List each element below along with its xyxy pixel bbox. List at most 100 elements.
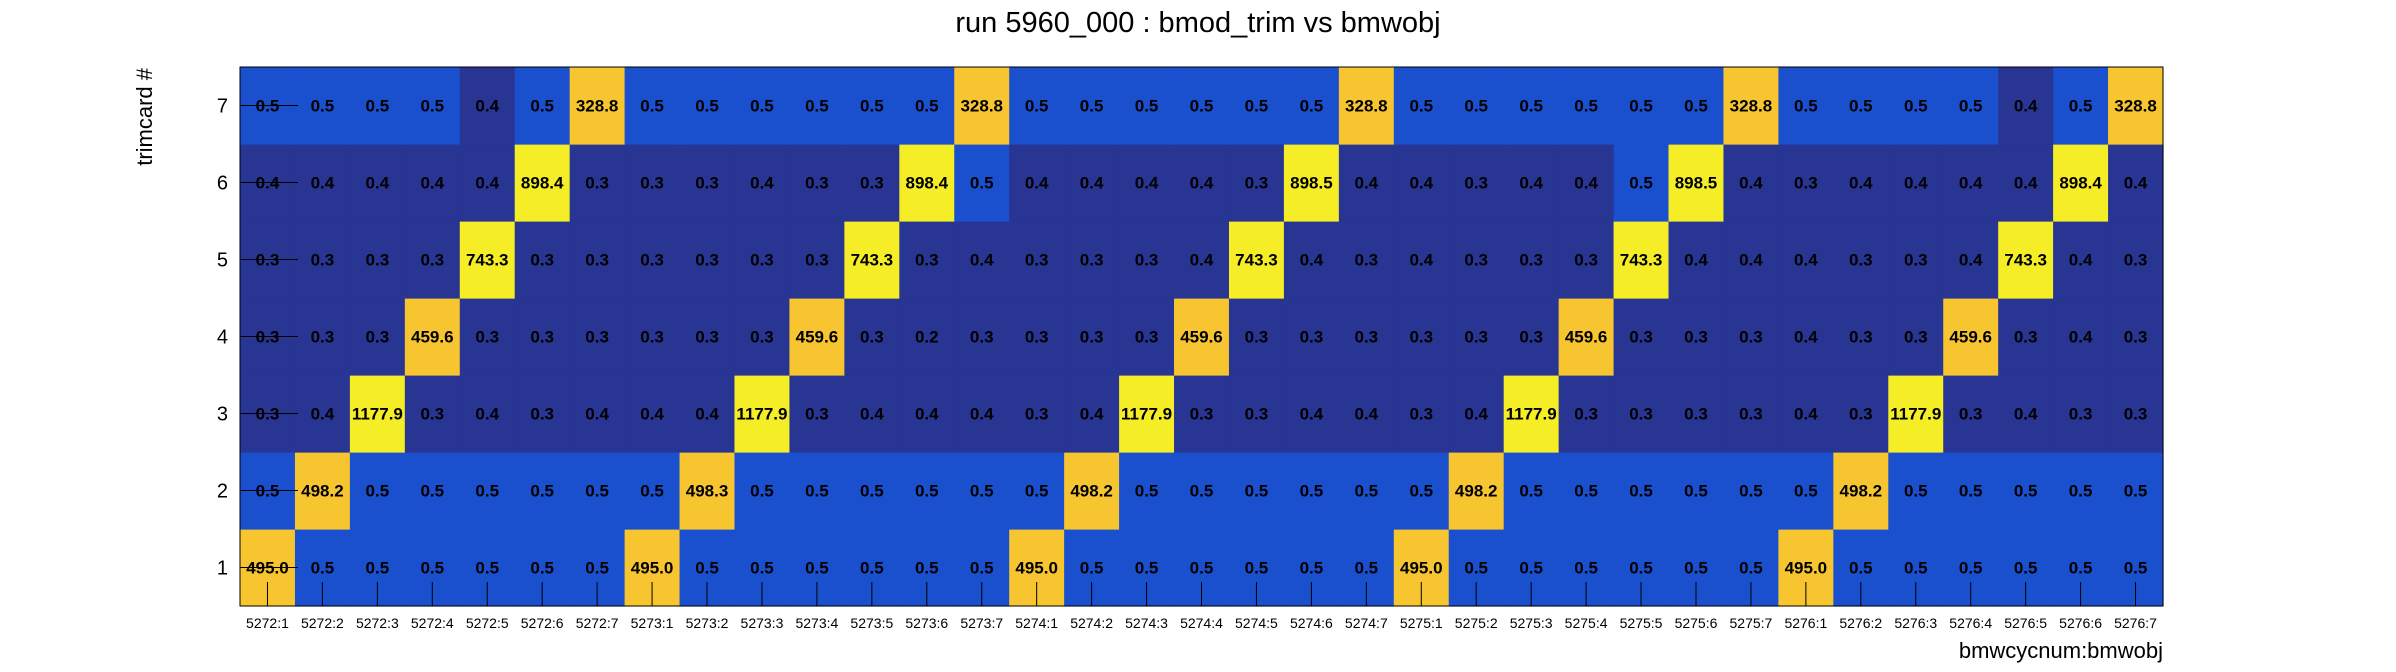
cell-value-label: 0.5 xyxy=(1684,559,1708,578)
heatmap-cell xyxy=(1174,298,1230,376)
x-axis-title: bmwcycnum:bmwobj xyxy=(1959,638,2163,663)
cell-value-label: 0.5 xyxy=(420,482,444,501)
x-tick-label: 5276:4 xyxy=(1949,615,1992,631)
cell-value-label: 459.6 xyxy=(1949,328,1992,347)
heatmap-cell xyxy=(1503,375,1560,453)
y-tick-label: 2 xyxy=(217,481,228,503)
cell-value-label: 0.3 xyxy=(1135,251,1159,270)
cell-value-label: 0.5 xyxy=(530,482,554,501)
heatmap-cell xyxy=(1064,298,1120,376)
heatmap-cell xyxy=(514,298,571,376)
cell-value-label: 0.5 xyxy=(1409,97,1433,116)
cell-value-label: 0.3 xyxy=(420,405,444,424)
cell-value-label: 0.5 xyxy=(805,559,829,578)
cell-value-label: 743.3 xyxy=(2004,251,2047,270)
heatmap-cell xyxy=(1558,452,1615,530)
cell-value-label: 0.4 xyxy=(1574,174,1598,193)
heatmap-cell xyxy=(2108,452,2164,530)
y-tick-label: 7 xyxy=(217,96,228,118)
cell-value-label: 0.5 xyxy=(1629,559,1653,578)
heatmap-cell xyxy=(1009,452,1065,530)
heatmap-cell xyxy=(294,375,351,453)
cell-value-label: 0.3 xyxy=(1080,328,1104,347)
heatmap-cell xyxy=(1448,298,1505,376)
heatmap-cell xyxy=(1723,375,1779,453)
heatmap-cell xyxy=(1558,298,1615,376)
cell-value-label: 328.8 xyxy=(1730,97,1773,116)
cell-value-label: 0.4 xyxy=(1739,174,1763,193)
heatmap-cell xyxy=(514,67,571,145)
heatmap-cell xyxy=(1393,452,1450,530)
heatmap-cell xyxy=(2053,221,2109,299)
heatmap-cell xyxy=(404,221,461,299)
cell-value-label: 0.4 xyxy=(2014,174,2038,193)
cell-value-label: 743.3 xyxy=(1235,251,1278,270)
heatmap-cell xyxy=(1393,298,1450,376)
cell-value-label: 0.4 xyxy=(1135,174,1159,193)
cell-value-label: 0.5 xyxy=(366,559,390,578)
cell-labels-layer: 495.0 0.5 0.5 0.5 0.5 0.5 0.5 495.0 0.5 0.5 0.5 0.5… xyxy=(246,97,2157,578)
cell-value-label: 1177.9 xyxy=(736,405,787,424)
heatmap-cell xyxy=(1998,67,2054,145)
heatmap-cell xyxy=(1888,67,1944,145)
cell-value-label: 0.5 xyxy=(1025,97,1049,116)
cell-value-label: 0.3 xyxy=(1409,328,1433,347)
heatmap-cell xyxy=(569,144,626,222)
cell-value-label: 0.5 xyxy=(366,97,390,116)
cell-value-label: 0.5 xyxy=(311,559,335,578)
cell-value-label: 0.5 xyxy=(1245,97,1269,116)
x-tick-label: 5273:1 xyxy=(631,615,674,631)
heatmap-cell xyxy=(844,221,900,299)
cell-value-label: 0.4 xyxy=(1849,174,1873,193)
cell-value-label: 0.4 xyxy=(1464,405,1488,424)
heatmap-cell xyxy=(404,298,461,376)
heatmap-cell xyxy=(1778,375,1834,453)
x-tick-label: 5275:2 xyxy=(1455,615,1498,631)
heatmap-cell xyxy=(2108,375,2164,453)
cell-value-label: 0.5 xyxy=(970,174,994,193)
cell-value-label: 0.5 xyxy=(1739,559,1763,578)
heatmap-cell xyxy=(1174,221,1230,299)
heatmap-cell xyxy=(1558,144,1615,222)
heatmap-cell xyxy=(1888,144,1944,222)
heatmap-cell xyxy=(459,452,516,530)
cell-value-label: 0.3 xyxy=(640,328,664,347)
heatmap-cell xyxy=(1943,375,1999,453)
heatmap-cell xyxy=(1119,452,1175,530)
heatmap-cell xyxy=(1668,452,1725,530)
cell-value-label: 0.3 xyxy=(1849,328,1873,347)
cell-value-label: 0.4 xyxy=(1519,174,1543,193)
heatmap-cell xyxy=(1558,375,1615,453)
heatmap-cell xyxy=(1448,375,1505,453)
heatmap-cell xyxy=(2108,221,2164,299)
heatmap-cell xyxy=(1448,221,1505,299)
heatmap-cell xyxy=(1228,375,1285,453)
cell-value-label: 0.5 xyxy=(1684,97,1708,116)
x-tick-label: 5272:1 xyxy=(246,615,289,631)
cell-value-label: 0.5 xyxy=(475,482,499,501)
cell-value-label: 0.3 xyxy=(1025,405,1049,424)
cell-value-label: 498.2 xyxy=(301,482,344,501)
heatmap-cell xyxy=(569,375,626,453)
cell-value-label: 0.3 xyxy=(1574,251,1598,270)
heatmap-cell xyxy=(844,375,900,453)
cell-value-label: 0.5 xyxy=(1794,97,1818,116)
heatmap-cell xyxy=(1393,221,1450,299)
heatmap-cell xyxy=(2108,298,2164,376)
cell-value-label: 0.4 xyxy=(2069,251,2093,270)
cell-value-label: 0.4 xyxy=(1300,405,1324,424)
cell-value-label: 0.3 xyxy=(530,328,554,347)
cell-value-label: 0.5 xyxy=(1300,559,1324,578)
heatmap-cell xyxy=(2108,144,2164,222)
cell-value-label: 0.3 xyxy=(695,251,719,270)
heatmap-cell xyxy=(1228,298,1285,376)
heatmap-cell xyxy=(1503,144,1560,222)
cell-value-label: 498.3 xyxy=(686,482,729,501)
heatmap-cell xyxy=(1778,298,1834,376)
heatmap-cell xyxy=(899,452,955,530)
heatmap-cell xyxy=(679,67,736,145)
heatmap-cell xyxy=(624,375,681,453)
heatmap-cell xyxy=(2053,144,2109,222)
cell-value-label: 0.5 xyxy=(420,559,444,578)
heatmap-cell xyxy=(2108,67,2164,145)
